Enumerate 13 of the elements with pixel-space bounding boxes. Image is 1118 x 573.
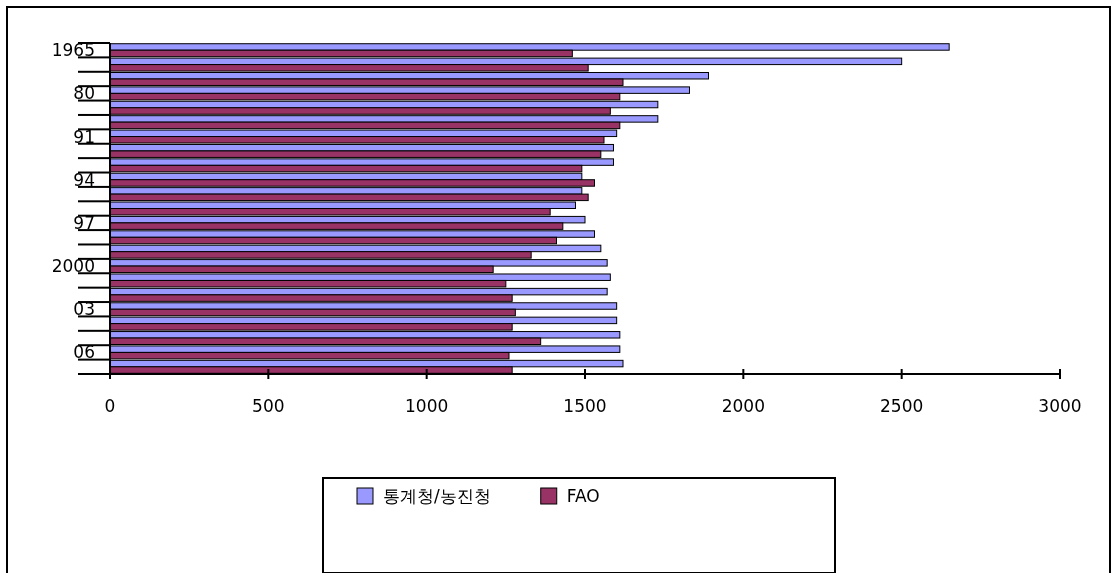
x-tick-label: 0 [104,396,116,416]
x-tick-label: 1500 [563,396,607,416]
y-tick-label: 97 [73,212,95,233]
legend-label: 통계청/농진청 [383,486,491,506]
y-tick-label: 2000 [51,256,95,277]
x-tick-label: 2500 [880,396,924,416]
x-tick-label: 1000 [405,396,449,416]
legend-label: FAO [566,486,600,506]
x-tick-label: 500 [252,396,285,416]
y-tick-label: 91 [73,126,95,147]
y-tick-label: 94 [73,169,95,190]
x-tick-label: 3000 [1038,396,1082,416]
x-tick-label: 2000 [721,396,765,416]
